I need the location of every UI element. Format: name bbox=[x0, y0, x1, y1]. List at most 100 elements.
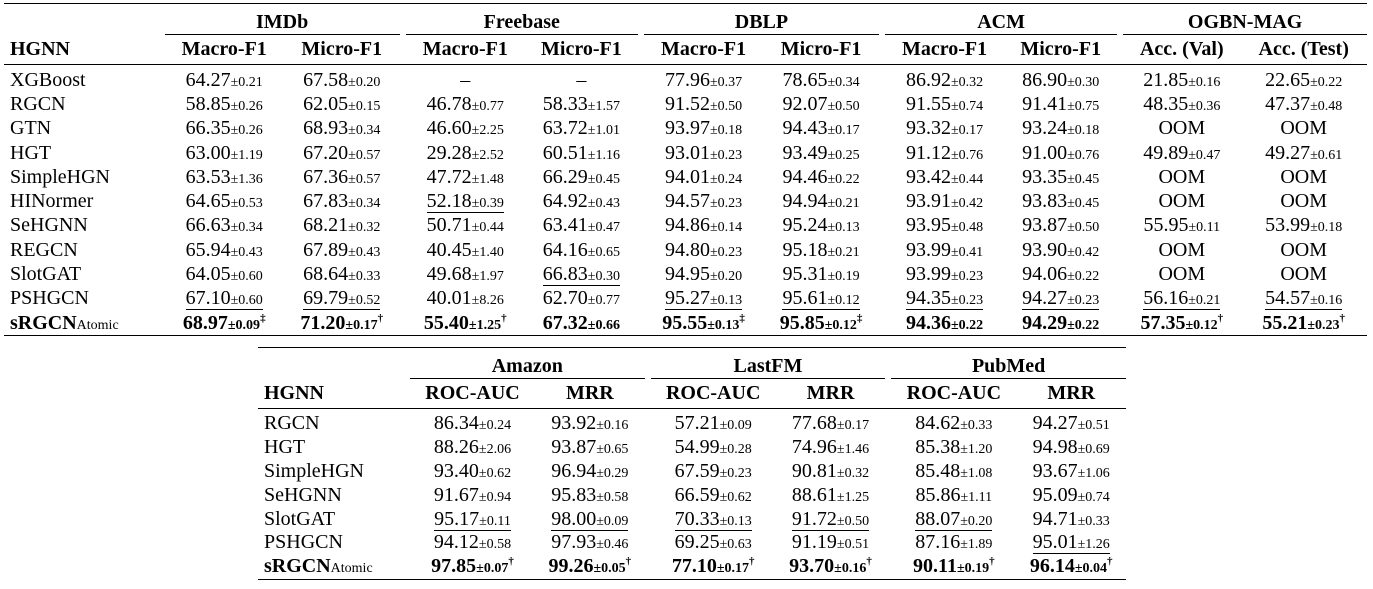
metric-value-wrap: 93.42±0.44 bbox=[906, 166, 983, 188]
metric-value: 91.72 bbox=[791, 507, 837, 530]
table-row: SimpleHGN 63.53±1.36 67.36±0.57 47.72±1.48 6… bbox=[4, 165, 1367, 189]
metric-value: 68.64 bbox=[303, 263, 349, 286]
metric-value: 94.71 bbox=[1032, 507, 1078, 530]
metric-cell: 93.97±0.18 bbox=[644, 117, 763, 141]
metric-value: 60.51 bbox=[542, 141, 588, 164]
metric-value-wrap: 49.68±1.97 bbox=[427, 263, 504, 285]
metric-value: 46.78 bbox=[426, 92, 472, 115]
metric-value: 92.07 bbox=[782, 92, 828, 115]
metric-cell: 52.18±0.39 bbox=[406, 189, 525, 214]
metric-value: 88.61 bbox=[791, 483, 837, 506]
metric-cell: 94.46±0.22 bbox=[763, 165, 879, 189]
metric-cell: 57.21±0.09 bbox=[651, 409, 776, 436]
metric-cell: 93.91±0.42 bbox=[885, 189, 1004, 213]
metric-value: OOM bbox=[1158, 238, 1206, 261]
metric-value-wrap: 78.65±0.34 bbox=[782, 69, 859, 91]
metric-cell: 88.61±1.25 bbox=[776, 483, 886, 507]
table-row: PSHGCN 67.10±0.60 69.79±0.52 40.01±8.26 62.7… bbox=[4, 287, 1367, 311]
metric-value: 94.57 bbox=[664, 190, 710, 213]
metric-value-wrap: 93.67±1.06 bbox=[1033, 460, 1110, 482]
metric-std: ±0.34 bbox=[827, 74, 860, 90]
metric-cell: 94.27±0.23 bbox=[1004, 287, 1117, 311]
metric-cell: 84.62±0.33 bbox=[891, 409, 1016, 436]
model-name-subscript: Atomic bbox=[76, 317, 119, 333]
metric-std: ±0.32 bbox=[348, 220, 381, 236]
metric-header: MRR bbox=[1047, 382, 1096, 404]
group-header: IMDb bbox=[164, 3, 400, 35]
metric-value: 86.90 bbox=[1022, 68, 1068, 91]
group-header: ACM bbox=[884, 3, 1118, 35]
metric-cell: 93.70±0.16† bbox=[776, 555, 886, 579]
metric-cell: 21.85±0.16 bbox=[1123, 65, 1240, 93]
metric-value: – bbox=[576, 68, 587, 91]
metric-value: 40.01 bbox=[426, 287, 472, 310]
metric-cell: 64.27±0.21 bbox=[165, 65, 284, 93]
metric-value: 54.57 bbox=[1265, 287, 1311, 310]
metric-value-wrap: 92.07±0.50 bbox=[782, 93, 859, 115]
metric-std: ±0.23 bbox=[950, 269, 984, 285]
table-row: sRGCNAtomic 97.85±0.07† 99.26±0.05† 77.10±0… bbox=[258, 555, 1126, 579]
metric-value-wrap: OOM bbox=[1280, 166, 1327, 188]
metric-value-wrap: 64.92±0.43 bbox=[543, 190, 620, 212]
metric-value: 63.72 bbox=[542, 117, 588, 140]
metric-cell: 64.16±0.65 bbox=[525, 238, 638, 262]
metric-value-wrap: 99.26±0.05† bbox=[548, 555, 631, 577]
metric-value: OOM bbox=[1158, 117, 1206, 140]
metric-std: ±0.75 bbox=[1067, 98, 1100, 114]
metric-std: ±0.13 bbox=[707, 317, 740, 333]
metric-value-wrap: 64.65±0.53 bbox=[186, 190, 263, 212]
metric-value: 96.94 bbox=[551, 459, 597, 482]
metric-value: 58.85 bbox=[185, 92, 231, 115]
metric-cell: 69.79±0.52 bbox=[284, 287, 400, 311]
model-name-text: REGCN bbox=[10, 238, 78, 261]
table-row: SeHGNN 66.63±0.34 68.21±0.32 50.71±0.44 63.4… bbox=[4, 214, 1367, 238]
metric-value: OOM bbox=[1280, 117, 1328, 140]
model-name: PSHGCN bbox=[258, 531, 410, 555]
metric-value-wrap: OOM bbox=[1280, 263, 1327, 285]
metric-value-wrap: 47.72±1.48 bbox=[427, 166, 504, 188]
metric-value-wrap: 62.05±0.15 bbox=[303, 93, 380, 115]
metric-value: 85.38 bbox=[915, 436, 961, 459]
metric-cell: 40.45±1.40 bbox=[406, 238, 525, 262]
model-name: SeHGNN bbox=[4, 214, 165, 238]
metric-cell: OOM bbox=[1240, 238, 1367, 262]
table-row: RGCN 58.85±0.26 62.05±0.15 46.78±0.77 58.33±… bbox=[4, 92, 1367, 116]
metric-std: ±0.17 bbox=[827, 123, 860, 139]
metric-value-wrap: 94.43±0.17 bbox=[782, 117, 859, 139]
metric-value-wrap: 63.41±0.47 bbox=[543, 214, 620, 236]
metric-value: 93.49 bbox=[782, 141, 828, 164]
metric-std: ±0.17 bbox=[950, 123, 984, 139]
metric-value-wrap: 94.98±0.69 bbox=[1033, 436, 1110, 458]
metric-cell: 77.68±0.17 bbox=[776, 409, 886, 436]
metric-std: ±0.05 bbox=[593, 561, 626, 577]
metric-value-wrap: 87.16±1.89 bbox=[915, 531, 992, 553]
significance-mark: † bbox=[1107, 555, 1113, 568]
metric-cell: OOM bbox=[1123, 238, 1240, 262]
metric-cell: 95.61±0.12 bbox=[763, 287, 879, 311]
metric-cell: 49.27±0.61 bbox=[1240, 141, 1367, 165]
metric-std: ±0.42 bbox=[950, 196, 984, 212]
link-prediction-table: Amazon LastFM PubMed HGNN ROC-AUC MRR RO… bbox=[258, 347, 1126, 580]
metric-std: ±0.36 bbox=[1188, 98, 1221, 114]
metric-header: Micro-F1 bbox=[780, 38, 862, 60]
metric-value: 94.12 bbox=[433, 531, 479, 554]
metric-cell: 94.80±0.23 bbox=[644, 238, 763, 262]
metric-std: ±0.12 bbox=[827, 293, 860, 309]
metric-cell: 60.51±1.16 bbox=[525, 141, 638, 165]
metric-cell: 94.29±0.22 bbox=[1004, 311, 1117, 336]
metric-value-wrap: 90.11±0.19† bbox=[913, 555, 995, 577]
metric-header: Micro-F1 bbox=[1020, 38, 1102, 60]
metric-value-wrap: OOM bbox=[1158, 117, 1205, 139]
model-name-text: RGCN bbox=[264, 412, 320, 435]
metric-value-wrap: 66.35±0.26 bbox=[186, 117, 263, 139]
metric-value: 63.41 bbox=[542, 214, 588, 237]
metric-cell: 63.41±0.47 bbox=[525, 214, 638, 238]
metric-std: ±0.21 bbox=[827, 196, 860, 212]
metric-std: ±0.50 bbox=[709, 98, 743, 114]
metric-cell: 97.93±0.46 bbox=[535, 531, 645, 555]
metric-cell: 55.40±1.25† bbox=[406, 311, 525, 336]
metric-value: 93.67 bbox=[1032, 459, 1078, 482]
metric-value-wrap: 71.20±0.17† bbox=[300, 312, 383, 334]
metric-cell: 91.72±0.50 bbox=[776, 507, 886, 531]
metric-std: ±1.26 bbox=[1077, 537, 1110, 553]
